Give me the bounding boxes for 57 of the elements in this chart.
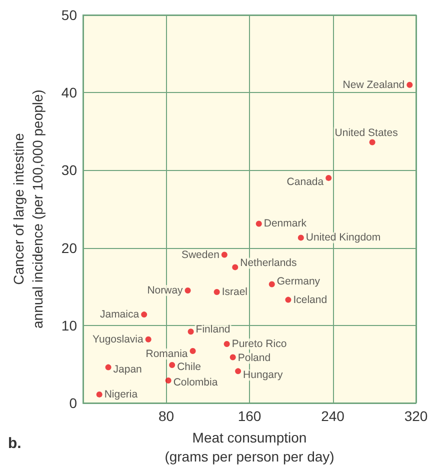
text: b. — [8, 435, 22, 452]
point — [188, 328, 194, 335]
point — [256, 220, 262, 227]
annotation: Denmark — [264, 218, 308, 230]
x-tick-label: 160 — [238, 408, 262, 424]
annotation: Poland — [238, 352, 271, 364]
point — [105, 364, 112, 370]
point — [224, 341, 230, 348]
annotation: Jamaica — [100, 308, 140, 321]
point — [214, 289, 220, 296]
annotation: Norway — [147, 284, 184, 296]
y-tick-label: 20 — [61, 240, 78, 256]
point — [406, 82, 413, 88]
annotation: Canada — [286, 176, 324, 188]
point — [165, 377, 172, 384]
y-axis-title: Cancer of large intestine annual incidence (per 100,000 people) — [10, 90, 46, 328]
point — [221, 252, 228, 258]
annotation: United States — [334, 126, 398, 139]
y-tick-label: 10 — [61, 317, 78, 334]
annotation: New Zealand — [342, 78, 405, 91]
point — [298, 234, 304, 241]
x-axis-title: Meat consumption (grams per person per day) — [164, 429, 334, 464]
x-tick-label: 240 — [321, 408, 345, 424]
point — [285, 296, 292, 303]
y-tick-label: 30 — [61, 162, 78, 178]
x-tick-label: 320 — [404, 408, 428, 424]
y-tick-label: 0 — [69, 395, 78, 411]
annotation: United Kingdom — [306, 232, 381, 244]
annotation: Japan — [113, 363, 142, 376]
annotation: Colombia — [173, 376, 218, 388]
annotation: Finland — [196, 324, 230, 336]
annotation: Hungary — [243, 369, 284, 382]
point — [326, 174, 332, 181]
point — [141, 312, 148, 318]
point — [145, 336, 152, 342]
point — [96, 391, 102, 398]
y-tick-label: 40 — [61, 84, 78, 101]
y-tick-label: 50 — [61, 7, 78, 23]
x-tick-label: 80 — [158, 408, 174, 424]
point — [235, 368, 242, 374]
point — [169, 362, 176, 368]
point — [230, 354, 236, 360]
annotation: Iceland — [293, 294, 328, 306]
point — [190, 348, 196, 354]
annotation: Romania — [146, 348, 188, 360]
annotation: Pureto Rico — [232, 338, 287, 350]
point — [232, 264, 238, 270]
point — [268, 281, 275, 288]
annotation: Nigeria — [104, 388, 138, 400]
annotation: Yugoslavia — [92, 333, 144, 346]
annotation: Israel — [222, 286, 248, 298]
point — [184, 287, 191, 294]
annotation: Netherlands — [240, 257, 297, 270]
annotation: Sweden — [181, 248, 220, 261]
annotation: Chile — [177, 360, 202, 373]
point — [369, 139, 376, 146]
annotation: Germany — [276, 275, 321, 288]
